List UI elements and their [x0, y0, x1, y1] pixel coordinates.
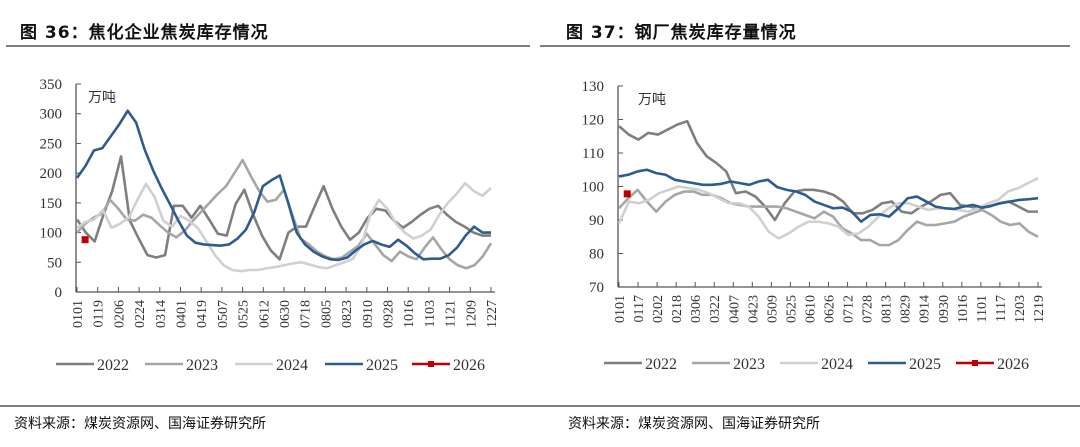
x-tick-label: 1117: [994, 295, 1009, 322]
x-tick-label: 0507: [216, 300, 231, 328]
legend-label-2025: 2025: [366, 357, 398, 374]
x-tick-label: 0419: [195, 300, 210, 328]
series-2023-line: [76, 158, 493, 270]
legend-marker-2026: [428, 361, 434, 367]
x-tick-label: 0914: [918, 295, 933, 323]
y-tick-label: 50: [47, 255, 62, 271]
y-tick-label: 80: [589, 247, 604, 263]
bottom-rule: [0, 405, 1080, 407]
x-tick-label: 1103: [423, 300, 438, 327]
x-tick-label: 1016: [956, 295, 971, 323]
x-tick-label: 0218: [670, 295, 685, 323]
x-tick-label: 0910: [361, 300, 376, 328]
legend-label-2023: 2023: [733, 356, 765, 373]
chart-37-title: 图 37：钢厂焦炭库存量情况: [566, 23, 797, 43]
x-tick-label: 1227: [485, 300, 500, 328]
x-tick-label: 0509: [765, 295, 780, 323]
x-tick-label: 0813: [880, 295, 895, 323]
x-tick-label: 0630: [278, 300, 293, 328]
series-2024-line: [617, 176, 1039, 240]
x-tick-label: 0610: [803, 295, 818, 323]
legend-marker-2026: [972, 360, 978, 366]
x-tick-label: 0224: [133, 300, 148, 328]
y-tick-label: 100: [582, 180, 605, 196]
x-tick-label: 0612: [257, 300, 272, 328]
x-tick-label: 0206: [112, 300, 127, 328]
title-rule-37: [540, 45, 1070, 47]
x-tick-label: 0407: [727, 295, 742, 323]
y-tick-label: 110: [582, 146, 604, 162]
x-tick-label: 0101: [613, 295, 628, 323]
series-2026-marker: [81, 236, 89, 244]
x-tick-label: 0728: [861, 295, 876, 323]
series-2024-line: [76, 181, 492, 273]
x-tick-label: 0930: [937, 295, 952, 323]
x-tick-label: 0314: [154, 300, 169, 328]
x-tick-label: 0119: [92, 300, 107, 327]
legend-label-2024: 2024: [821, 356, 853, 373]
title-rule-36: [6, 45, 530, 47]
y-tick-label: 300: [40, 107, 63, 123]
legend-label-2025: 2025: [909, 356, 941, 373]
x-tick-label: 0306: [689, 295, 704, 323]
y-tick-label: 200: [40, 166, 63, 182]
x-tick-label: 0928: [382, 300, 397, 328]
unit-label: 万吨: [638, 92, 666, 108]
x-tick-label: 1121: [444, 300, 459, 327]
y-tick-label: 350: [40, 77, 63, 93]
x-tick-label: 0525: [237, 300, 252, 328]
x-tick-label: 0202: [651, 295, 666, 323]
y-tick-label: 100: [40, 226, 63, 242]
y-tick-label: 130: [582, 79, 605, 95]
y-tick-label: 250: [40, 136, 63, 152]
source-note-36: 资料来源：煤炭资源网、国海证券研究所: [14, 416, 266, 432]
legend-label-2026: 2026: [453, 357, 485, 374]
x-tick-label: 0626: [823, 295, 838, 323]
series-2023-line: [618, 188, 1039, 247]
coke-inventory-coking-chart: 0 50 100 150 200 250 300 350 万吨 0101 0119 0206 0224 0…: [40, 77, 501, 374]
y-tick-label: 90: [589, 213, 604, 229]
x-tick-label: 0101: [71, 300, 86, 328]
x-tick-label: 0829: [899, 295, 914, 323]
x-tick-label: 0718: [299, 300, 314, 328]
x-tick-label: 1203: [1013, 295, 1028, 323]
x-tick-label: 0823: [340, 300, 355, 328]
x-tick-label: 0401: [175, 300, 190, 328]
coke-inventory-steel-mill-chart: 70 80 90 100 110 120 130 万吨 0101 0117 0202 0218 0306…: [582, 79, 1048, 373]
x-tick-label: 0712: [842, 295, 857, 323]
x-tick-label: 0117: [632, 295, 647, 322]
chart-36-title: 图 36：焦化企业焦炭库存情况: [20, 23, 269, 43]
x-tick-label: 0322: [708, 295, 723, 323]
legend-label-2022: 2022: [97, 357, 129, 374]
x-tick-label: 0805: [319, 300, 334, 328]
y-tick-label: 70: [589, 280, 604, 296]
y-tick-label: 0: [55, 285, 63, 301]
y-tick-label: 120: [582, 113, 605, 129]
legend-label-2023: 2023: [186, 357, 218, 374]
source-note-37: 资料来源：煤炭资源网、国海证券研究所: [568, 416, 820, 432]
y-tick-label: 150: [40, 196, 63, 212]
unit-label: 万吨: [88, 90, 116, 106]
x-tick-label: 1209: [464, 300, 479, 328]
series-2025-line: [75, 109, 491, 262]
legend-label-2022: 2022: [645, 356, 677, 373]
series-2026-marker: [623, 190, 631, 198]
series-2022-line: [75, 155, 491, 261]
x-tick-label: 1016: [402, 300, 417, 328]
series-2025-line: [618, 168, 1039, 223]
legend-label-2026: 2026: [997, 356, 1029, 373]
x-tick-label: 0423: [746, 295, 761, 323]
x-tick-label: 0525: [784, 295, 799, 323]
x-tick-label: 1219: [1032, 295, 1047, 323]
legend-label-2024: 2024: [276, 357, 308, 374]
x-tick-label: 1101: [975, 295, 990, 322]
